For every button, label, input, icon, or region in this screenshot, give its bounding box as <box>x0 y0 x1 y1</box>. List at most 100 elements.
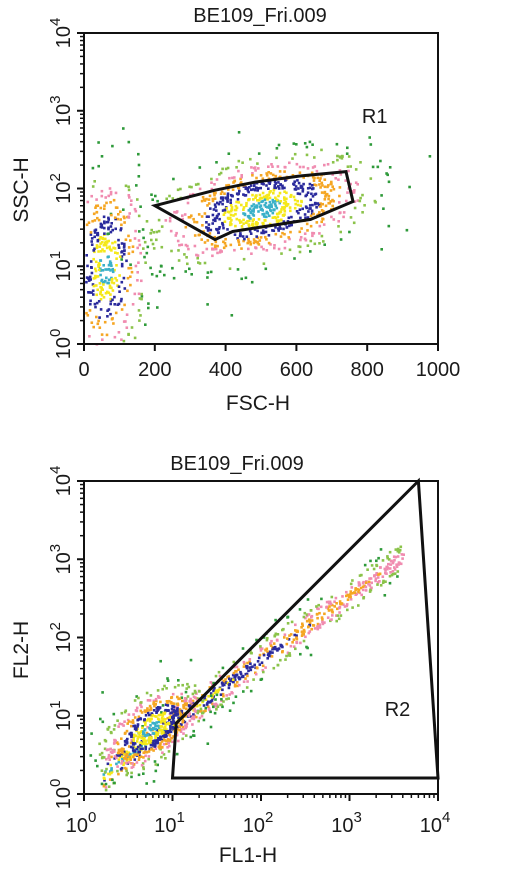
event-dot <box>237 668 240 671</box>
event-dot <box>176 725 180 729</box>
event-dot <box>282 214 285 217</box>
event-dot <box>195 220 199 224</box>
event-dot <box>237 676 240 679</box>
event-dot <box>283 633 287 636</box>
event-dot <box>313 193 317 196</box>
event-dot <box>330 618 333 621</box>
event-dot <box>361 193 364 197</box>
event-dot <box>95 198 98 201</box>
event-dot <box>358 199 362 203</box>
event-dot <box>323 185 327 189</box>
event-dot <box>259 645 262 648</box>
event-dot <box>90 271 94 275</box>
event-dot <box>108 286 112 289</box>
event-dot <box>298 245 302 249</box>
event-dot <box>252 214 256 217</box>
event-dot <box>176 712 179 715</box>
x-tick-label: 400 <box>209 359 242 381</box>
event-dot <box>313 156 316 159</box>
event-dot <box>129 752 132 756</box>
event-dot <box>339 614 343 617</box>
event-dot <box>124 238 128 241</box>
event-dot <box>112 742 116 745</box>
event-dot <box>273 184 277 187</box>
event-dot <box>122 208 125 211</box>
event-dot <box>98 742 101 746</box>
event-dot <box>152 780 156 783</box>
event-dot <box>229 221 232 224</box>
event-dot <box>160 738 164 742</box>
event-dot <box>198 716 202 720</box>
event-dot <box>256 222 259 225</box>
event-dot <box>91 166 95 170</box>
event-dot <box>180 692 183 696</box>
event-dot <box>214 691 217 695</box>
event-dot <box>277 187 281 190</box>
event-dot <box>386 173 389 177</box>
event-dot <box>261 213 264 216</box>
y-tick-label: 100 <box>47 329 75 360</box>
event-dot <box>206 303 209 306</box>
event-dot <box>116 751 120 755</box>
event-dot <box>300 634 304 637</box>
event-dot <box>107 281 110 285</box>
event-dot <box>153 739 157 742</box>
event-dot <box>329 200 332 203</box>
y-tick-exponent: 0 <box>47 329 64 337</box>
event-dot <box>305 145 309 149</box>
event-dot <box>110 767 113 770</box>
event-dot <box>243 213 247 217</box>
event-dot <box>232 214 235 217</box>
plot-fl1-fl2: BE109_Fri.009 R2 100 101 102 103 104 1001011… <box>10 453 450 867</box>
event-dot <box>120 250 124 253</box>
event-dot <box>305 613 309 616</box>
event-dot <box>238 683 241 687</box>
event-dot <box>100 333 104 336</box>
event-dot <box>208 686 212 689</box>
event-dot <box>113 303 116 306</box>
event-dot <box>257 187 260 190</box>
event-dot <box>115 257 118 260</box>
event-dot <box>400 553 404 556</box>
event-dot <box>168 744 171 748</box>
event-dot <box>333 600 336 603</box>
event-dot <box>144 723 147 727</box>
event-dot <box>217 670 221 674</box>
event-dot <box>188 215 192 219</box>
event-dot <box>188 704 191 707</box>
event-dot <box>136 723 140 726</box>
event-dot <box>203 241 207 244</box>
event-dot <box>286 220 290 223</box>
event-dot <box>181 719 185 722</box>
event-dot <box>106 727 109 731</box>
event-dot <box>290 215 293 219</box>
event-dot <box>221 224 225 227</box>
event-dot <box>154 727 158 731</box>
event-dot <box>102 283 105 286</box>
event-dot <box>252 218 255 221</box>
event-dot <box>249 651 253 655</box>
event-dot <box>118 722 121 726</box>
event-dot <box>101 720 105 724</box>
event-dot <box>106 232 109 236</box>
event-dot <box>192 695 196 699</box>
event-dot <box>230 206 234 209</box>
event-dot <box>215 227 218 231</box>
event-dot <box>160 740 164 743</box>
event-dot <box>137 773 141 777</box>
event-dot <box>296 192 300 195</box>
event-dot <box>155 711 158 714</box>
event-dot <box>328 202 331 205</box>
event-dot <box>157 229 161 233</box>
event-dot <box>384 580 387 583</box>
event-dot <box>277 181 280 184</box>
event-dot <box>369 143 373 146</box>
event-dot <box>240 174 243 177</box>
event-dot <box>110 755 113 759</box>
event-dot <box>264 230 268 234</box>
event-dot <box>303 237 307 241</box>
event-dot <box>100 288 104 291</box>
event-dot <box>193 244 197 248</box>
event-dot <box>218 687 222 691</box>
